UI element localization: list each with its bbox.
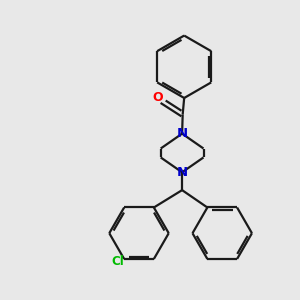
Text: N: N xyxy=(176,166,188,179)
Text: Cl: Cl xyxy=(111,255,124,268)
Text: N: N xyxy=(176,127,188,140)
Text: O: O xyxy=(152,91,163,104)
